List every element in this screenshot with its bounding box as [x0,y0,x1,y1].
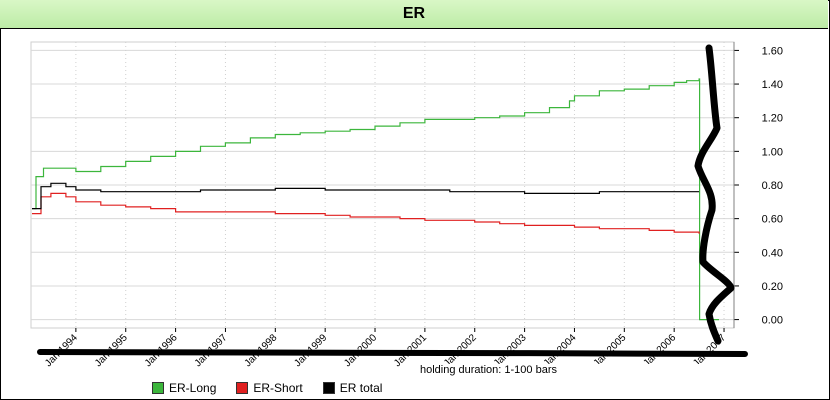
legend: ER-Long ER-Short ER total [152,378,382,398]
y-tick-label: 1.00 [762,146,783,158]
legend-swatch-er-total [322,382,335,394]
y-tick-label: 1.60 [762,45,783,57]
y-tick-label: 0.00 [762,315,783,327]
y-tick-label: 0.80 [762,180,783,192]
y-tick-label: 0.60 [762,214,783,226]
grid [31,42,734,328]
legend-item-er-short: ER-Short [236,381,303,395]
series-line-er-total [32,182,700,210]
chart-title: ER [0,0,828,29]
chart-subtitle: holding duration: 1-100 bars [420,364,732,380]
legend-swatch-er-short [236,382,249,394]
legend-label-er-long: ER-Long [169,381,217,395]
series-lines [32,78,719,321]
annotation-scribble-vertical [694,44,735,345]
y-tick-label: 1.20 [762,113,783,125]
y-tick-label: 1.40 [762,79,783,91]
series-line-er-short [32,192,700,234]
y-tick-label: 0.20 [762,281,783,293]
legend-swatch-er-long [152,382,164,394]
y-tick-label: 0.40 [762,247,783,259]
legend-label-er-total: ER total [339,381,383,395]
legend-label-er-short: ER-Short [253,381,303,395]
series-line-er-long [32,78,719,321]
legend-item-er-long: ER-Long [152,381,216,395]
annotation-scribble-horizontal [37,349,748,357]
legend-item-er-total: ER total [322,381,383,395]
y-axis: 0.00 0.20 0.40 0.60 0.80 1.00 1.20 1.40 1.60 [733,42,783,328]
